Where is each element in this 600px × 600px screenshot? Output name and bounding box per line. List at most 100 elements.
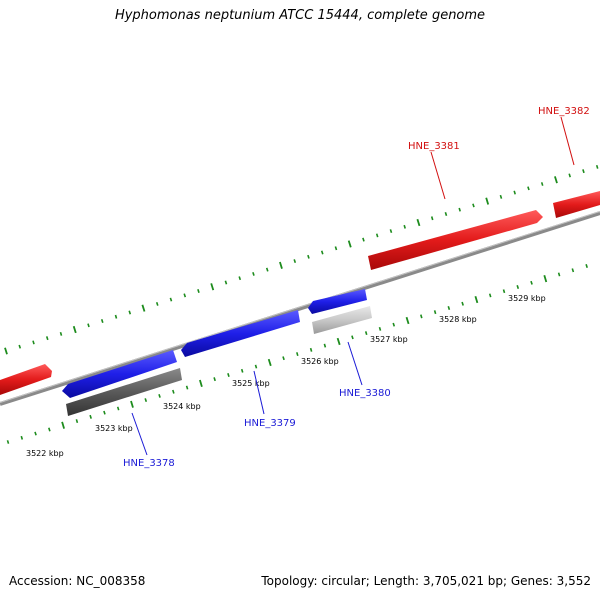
leader-line-HNE_3381 — [430, 151, 446, 200]
outer-ring-minor-tick — [155, 301, 159, 306]
inner-ring-minor-tick — [571, 268, 575, 273]
scale-label-3526: 3526 kbp — [301, 357, 339, 366]
outer-ring-minor-tick — [334, 246, 338, 251]
inner-ring-minor-tick — [323, 343, 327, 348]
inner-ring-minor-tick — [172, 389, 175, 394]
inner-ring-minor-tick — [447, 305, 451, 310]
scale-label-3523: 3523 kbp — [95, 424, 133, 433]
outer-ring-major-tick — [416, 218, 421, 227]
outer-ring-minor-tick — [197, 289, 200, 294]
inner-ring-major-tick — [267, 358, 272, 367]
inner-ring-minor-tick — [48, 427, 51, 432]
inner-ring-minor-tick — [185, 385, 189, 390]
leader-line-HNE_3378 — [131, 412, 148, 456]
outer-ring-minor-tick — [183, 293, 187, 298]
inner-ring-minor-tick — [20, 435, 24, 440]
outer-ring-minor-tick — [87, 323, 90, 328]
outer-ring-minor-tick — [403, 224, 406, 229]
scale-label-3522: 3522 kbp — [26, 449, 64, 458]
inner-tick-ring — [6, 264, 588, 444]
outer-ring-minor-tick — [169, 297, 173, 302]
gene-arrow-HNE_3381[interactable] — [368, 210, 543, 270]
outer-ring-minor-tick — [293, 259, 297, 264]
inner-ring-minor-tick — [116, 406, 120, 411]
outer-ring-minor-tick — [458, 207, 461, 212]
inner-ring-minor-tick — [254, 364, 258, 369]
inner-ring-minor-tick — [392, 322, 396, 327]
gene-arrow-left-partial[interactable] — [0, 364, 52, 395]
inner-ring-minor-tick — [6, 440, 10, 444]
inner-ring-minor-tick — [516, 285, 520, 289]
gene-label-HNE_3379[interactable]: HNE_3379 — [244, 418, 296, 429]
inner-ring-minor-tick — [34, 431, 37, 436]
gene-label-HNE_3378[interactable]: HNE_3378 — [123, 458, 175, 469]
outer-ring-minor-tick — [499, 194, 503, 199]
scale-label-3524: 3524 kbp — [163, 402, 201, 411]
inner-ring-minor-tick — [282, 356, 285, 361]
inner-ring-minor-tick — [502, 289, 506, 294]
inner-ring-major-tick — [336, 337, 341, 346]
scale-label-3525: 3525 kbp — [232, 379, 270, 388]
inner-ring-major-tick — [199, 379, 203, 387]
outer-ring-minor-tick — [224, 280, 228, 285]
outer-ring-major-tick — [4, 347, 8, 355]
inner-ring-minor-tick — [557, 272, 561, 277]
outer-ring-minor-tick — [45, 336, 49, 341]
outer-ring-minor-tick — [252, 271, 255, 276]
gene-arrow-HNE_3378[interactable] — [62, 350, 177, 398]
inner-ring-minor-tick — [227, 373, 230, 377]
outer-ring-minor-tick — [375, 233, 379, 238]
inner-ring-minor-tick — [89, 414, 92, 419]
genome-summary-text: Topology: circular; Length: 3,705,021 bp… — [261, 574, 591, 588]
scale-label-3528: 3528 kbp — [439, 315, 477, 324]
outer-ring-minor-tick — [389, 229, 393, 234]
inner-ring-minor-tick — [461, 301, 464, 306]
outer-ring-minor-tick — [32, 340, 35, 345]
inner-ring-minor-tick — [433, 310, 437, 315]
inner-ring-minor-tick — [158, 393, 161, 398]
outer-ring-minor-tick — [568, 173, 571, 178]
gene-arrow-HNE_3380[interactable] — [308, 289, 367, 314]
outer-ring-major-tick — [347, 240, 352, 248]
inner-ring-minor-tick — [240, 368, 244, 373]
outer-ring-minor-tick — [265, 267, 269, 272]
outer-ring-minor-tick — [128, 310, 132, 315]
leader-line-HNE_3379 — [253, 370, 265, 415]
inner-ring-major-tick — [61, 421, 65, 429]
inner-ring-minor-tick — [364, 331, 368, 336]
outer-ring-major-tick — [279, 261, 283, 269]
outer-ring-minor-tick — [430, 216, 434, 221]
map-title: Hyphomonas neptunium ATCC 15444, complet… — [114, 8, 486, 23]
outer-ring-major-tick — [210, 283, 215, 291]
gene-label-HNE_3381[interactable]: HNE_3381 — [408, 141, 460, 152]
feature-bar-dark[interactable] — [66, 368, 182, 416]
inner-ring-minor-tick — [144, 398, 148, 403]
outer-tick-ring — [4, 164, 599, 355]
inner-ring-minor-tick — [378, 326, 382, 331]
inner-ring-major-tick — [405, 316, 410, 325]
outer-ring-minor-tick — [307, 254, 310, 259]
outer-ring-minor-tick — [18, 344, 22, 349]
feature-bar-light[interactable] — [312, 306, 372, 334]
genome-backbone — [0, 211, 600, 406]
outer-ring-major-tick — [141, 304, 146, 312]
inner-ring-minor-tick — [296, 352, 299, 357]
inner-ring-minor-tick — [530, 280, 533, 285]
inner-ring-minor-tick — [75, 419, 79, 424]
gene-arrow-HNE_3382[interactable] — [553, 191, 600, 218]
inner-ring-minor-tick — [420, 314, 423, 319]
outer-ring-minor-tick — [100, 319, 104, 323]
outer-ring-major-tick — [554, 176, 558, 184]
gene-label-HNE_3380[interactable]: HNE_3380 — [339, 388, 391, 399]
inner-ring-minor-tick — [309, 347, 313, 352]
accession-text: Accession: NC_008358 — [9, 574, 146, 588]
outer-ring-major-tick — [485, 197, 490, 205]
outer-ring-minor-tick — [320, 250, 324, 255]
inner-ring-minor-tick — [103, 410, 106, 415]
outer-ring-minor-tick — [59, 331, 63, 336]
outer-ring-minor-tick — [582, 169, 585, 174]
gene-label-HNE_3382[interactable]: HNE_3382 — [538, 106, 590, 117]
gene-arrow-HNE_3379[interactable] — [181, 310, 300, 357]
outer-ring-minor-tick — [114, 314, 118, 319]
